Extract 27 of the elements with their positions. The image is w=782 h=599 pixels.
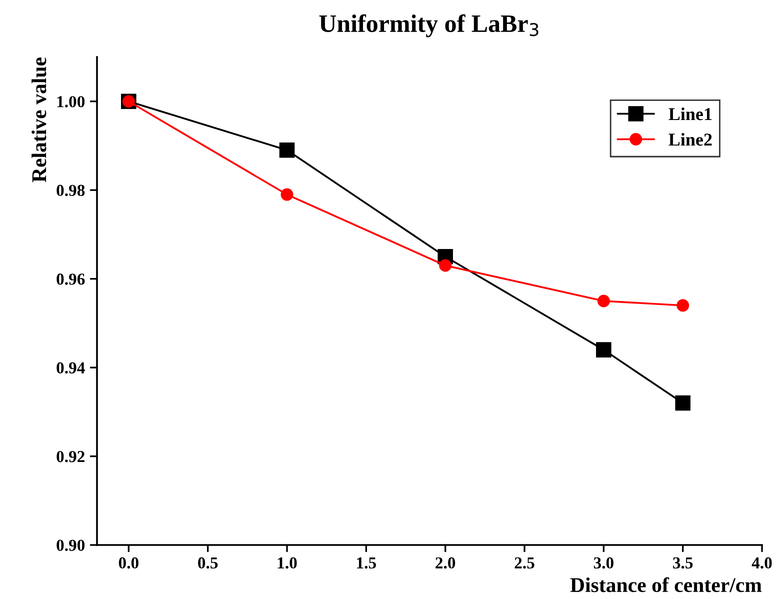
x-tick-label: 0.5	[198, 557, 218, 569]
x-tick-label: 0.0	[118, 557, 138, 569]
y-tick-label: 0.98	[56, 184, 85, 196]
point	[597, 294, 610, 308]
x-tick-label: 4.0	[752, 557, 772, 569]
y-tick-label: 0.92	[56, 450, 84, 462]
point	[675, 395, 690, 411]
point	[279, 142, 295, 158]
legend-label: Line1	[668, 108, 712, 120]
chart-title: Uniformity of LaBr$_{3}$	[319, 14, 538, 38]
y-tick-label: 0.94	[56, 362, 85, 374]
x-axis-title: Distance of center/cm	[570, 577, 762, 592]
legend-label: Line2	[668, 133, 712, 146]
point	[676, 299, 690, 312]
x-tick-label: 3.0	[594, 557, 614, 569]
y-tick-label: 0.90	[56, 540, 85, 552]
x-tick-label: 1.0	[278, 557, 297, 569]
x-tick-label: 2.0	[436, 557, 456, 569]
x-tick-label: 1.5	[357, 557, 376, 569]
x-tick-label: 2.5	[514, 557, 534, 569]
y-tick-label: 1.00	[57, 96, 85, 108]
point	[280, 188, 294, 201]
point	[596, 342, 612, 358]
point	[439, 259, 452, 272]
x-tick-label: 3.5	[673, 557, 693, 569]
y-tick-label: 0.96	[56, 274, 85, 285]
y-axis-title: Relative value	[32, 58, 46, 182]
